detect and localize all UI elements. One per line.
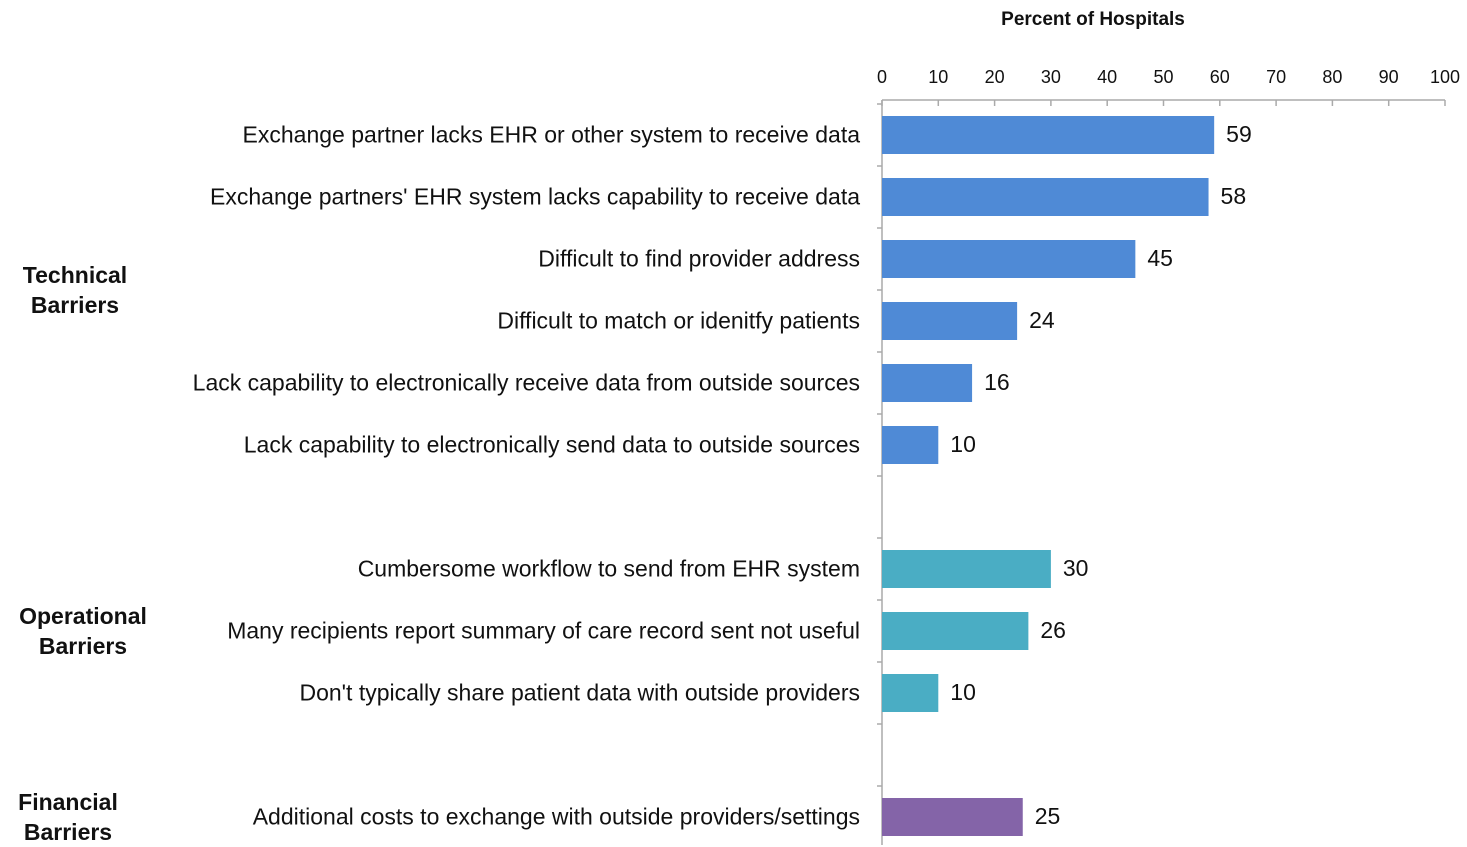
category-label: Don't typically share patient data with … <box>299 679 860 706</box>
x-tick-label: 0 <box>877 67 887 87</box>
bar <box>882 426 939 464</box>
x-tick-label: 70 <box>1266 67 1286 87</box>
x-tick-label: 40 <box>1097 67 1117 87</box>
bar <box>882 116 1215 154</box>
value-label: 59 <box>1226 121 1252 147</box>
value-label: 24 <box>1029 307 1055 333</box>
value-label: 16 <box>984 369 1010 395</box>
category-label: Many recipients report summary of care r… <box>227 617 860 644</box>
x-tick-label: 50 <box>1153 67 1173 87</box>
bar <box>882 178 1209 216</box>
bar <box>882 302 1018 340</box>
category-label: Exchange partners' EHR system lacks capa… <box>210 183 860 210</box>
x-tick-label: 100 <box>1430 67 1460 87</box>
x-tick-label: 60 <box>1210 67 1230 87</box>
value-label: 10 <box>950 431 976 457</box>
value-label: 25 <box>1035 803 1061 829</box>
x-tick-label: 90 <box>1379 67 1399 87</box>
bar <box>882 612 1029 650</box>
value-label: 26 <box>1040 617 1066 643</box>
chart-title: Percent of Hospitals <box>1001 9 1185 30</box>
bar <box>882 240 1136 278</box>
group-label: Financial Barriers <box>18 789 118 845</box>
value-label: 30 <box>1063 555 1089 581</box>
category-label: Cumbersome workflow to send from EHR sys… <box>357 555 860 582</box>
category-label: Exchange partner lacks EHR or other syst… <box>242 121 860 148</box>
value-label: 58 <box>1221 183 1247 209</box>
x-tick-label: 30 <box>1041 67 1061 87</box>
value-label: 45 <box>1147 245 1173 271</box>
bar <box>882 364 973 402</box>
value-label: 10 <box>950 679 976 705</box>
bar <box>882 798 1023 836</box>
x-tick-label: 80 <box>1322 67 1342 87</box>
category-label: Difficult to match or idenitfy patients <box>497 307 860 334</box>
category-label: Lack capability to electronically send d… <box>243 431 860 458</box>
bar <box>882 550 1051 588</box>
category-label: Difficult to find provider address <box>538 245 860 272</box>
x-tick-label: 10 <box>928 67 948 87</box>
group-label: Technical Barriers <box>22 262 128 318</box>
group-label: Operational Barriers <box>19 603 147 659</box>
category-label: Lack capability to electronically receiv… <box>192 369 860 396</box>
bar <box>882 674 939 712</box>
category-label: Additional costs to exchange with outsid… <box>252 803 860 830</box>
x-tick-label: 20 <box>985 67 1005 87</box>
